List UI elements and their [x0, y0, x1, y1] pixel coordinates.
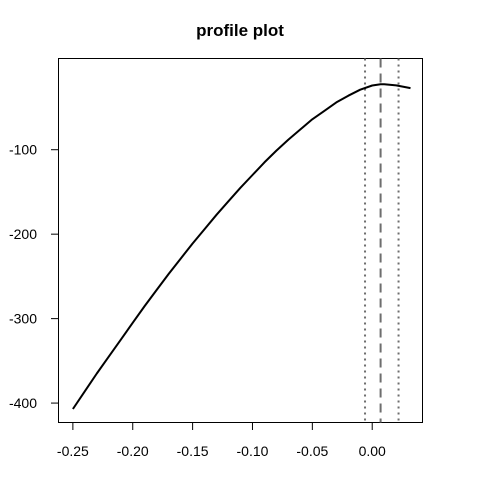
x-tick-label: -0.05 — [296, 443, 328, 459]
profile-curve — [72, 83, 411, 410]
x-tick-label: -0.15 — [177, 443, 209, 459]
x-tick-label: -0.25 — [57, 443, 89, 459]
y-axis: -100 -200 -300 -400 — [9, 142, 59, 411]
y-tick-label: -200 — [9, 226, 37, 242]
y-tick-label: -100 — [9, 142, 37, 158]
x-tick-label: -0.10 — [237, 443, 269, 459]
x-tick-label: -0.20 — [117, 443, 149, 459]
y-tick-label: -400 — [9, 395, 37, 411]
chart-title: profile plot — [196, 21, 284, 40]
x-tick-label: 0.00 — [359, 443, 386, 459]
series-layer — [72, 83, 411, 410]
reference-lines — [364, 58, 400, 423]
x-axis: -0.25 -0.20 -0.15 -0.10 -0.05 0.00 — [57, 422, 386, 459]
plot-frame — [58, 58, 423, 423]
y-tick-label: -300 — [9, 311, 37, 327]
